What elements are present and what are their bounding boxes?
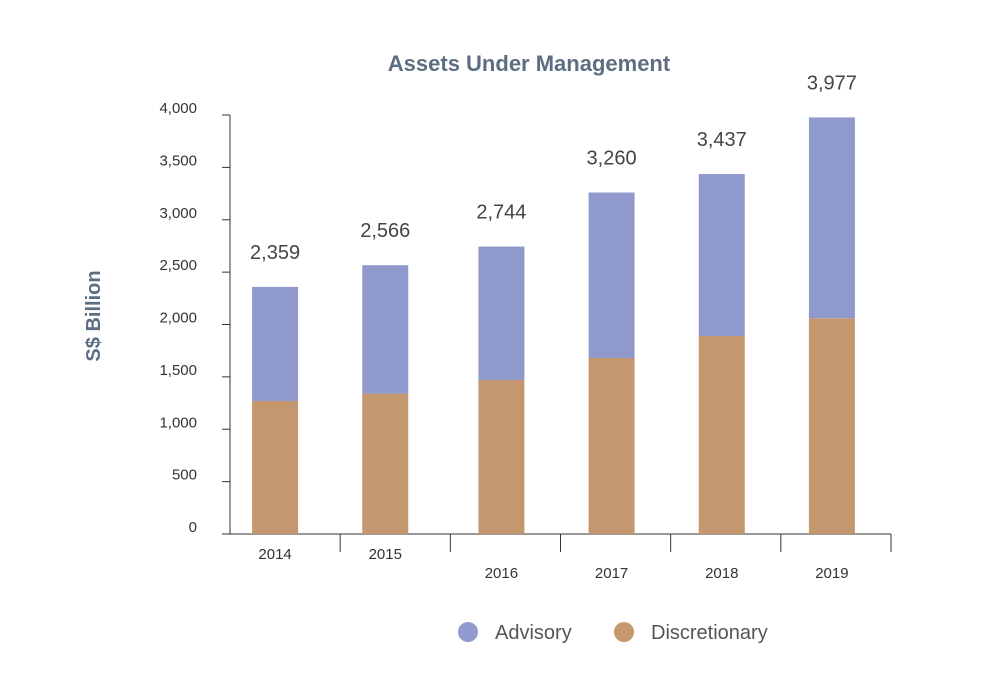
bar-advisory-2014 xyxy=(252,286,299,401)
plot-area: 0 500 1,000 1,500 2,000 2,500 3,000 3,500 4,000 2… xyxy=(159,72,892,582)
y-tick-label: 2,000 xyxy=(159,310,197,327)
total-label-2017: 3,260 xyxy=(587,148,637,170)
bar-advisory-2019 xyxy=(808,117,855,319)
x-tick-label-2016: 2016 xyxy=(485,565,518,582)
legend-swatch-advisory xyxy=(458,622,478,642)
bar-discretionary-2014 xyxy=(252,400,299,534)
x-tick-label-2015: 2015 xyxy=(369,546,402,563)
y-tick-label: 0 xyxy=(189,519,197,536)
total-label-2018: 3,437 xyxy=(697,129,747,151)
legend: Advisory Discretionary xyxy=(458,622,768,644)
bar-discretionary-2018 xyxy=(698,336,745,534)
y-axis-label: S$ Billion xyxy=(83,270,105,361)
x-tick-label-2018: 2018 xyxy=(705,565,738,582)
bar-advisory-2018 xyxy=(698,173,745,337)
total-label-2019: 3,977 xyxy=(807,72,857,94)
x-tick-label-2019: 2019 xyxy=(815,565,848,582)
total-label-2016: 2,744 xyxy=(476,202,526,224)
y-tick-label: 1,000 xyxy=(159,414,197,431)
bar-advisory-2015 xyxy=(362,265,409,394)
y-tick-label: 1,500 xyxy=(159,362,197,379)
chart-title: Assets Under Management xyxy=(388,51,671,76)
y-tick-label: 4,000 xyxy=(159,100,197,117)
bar-discretionary-2019 xyxy=(808,318,855,534)
legend-label-advisory: Advisory xyxy=(495,622,572,644)
bar-discretionary-2017 xyxy=(588,358,635,534)
bar-discretionary-2016 xyxy=(478,380,525,534)
total-label-2014: 2,359 xyxy=(250,242,300,264)
y-tick-label: 3,500 xyxy=(159,152,197,169)
x-tick-label-2014: 2014 xyxy=(258,546,291,563)
total-label-2015: 2,566 xyxy=(360,220,410,242)
legend-swatch-discretionary xyxy=(614,622,634,642)
y-tick-label: 500 xyxy=(172,467,197,484)
bar-discretionary-2015 xyxy=(362,393,409,534)
bar-advisory-2017 xyxy=(588,192,635,359)
legend-label-discretionary: Discretionary xyxy=(651,622,768,644)
bar-advisory-2016 xyxy=(478,246,525,381)
x-tick-label-2017: 2017 xyxy=(595,565,628,582)
y-tick-label: 2,500 xyxy=(159,257,197,274)
y-tick-label: 3,000 xyxy=(159,205,197,222)
